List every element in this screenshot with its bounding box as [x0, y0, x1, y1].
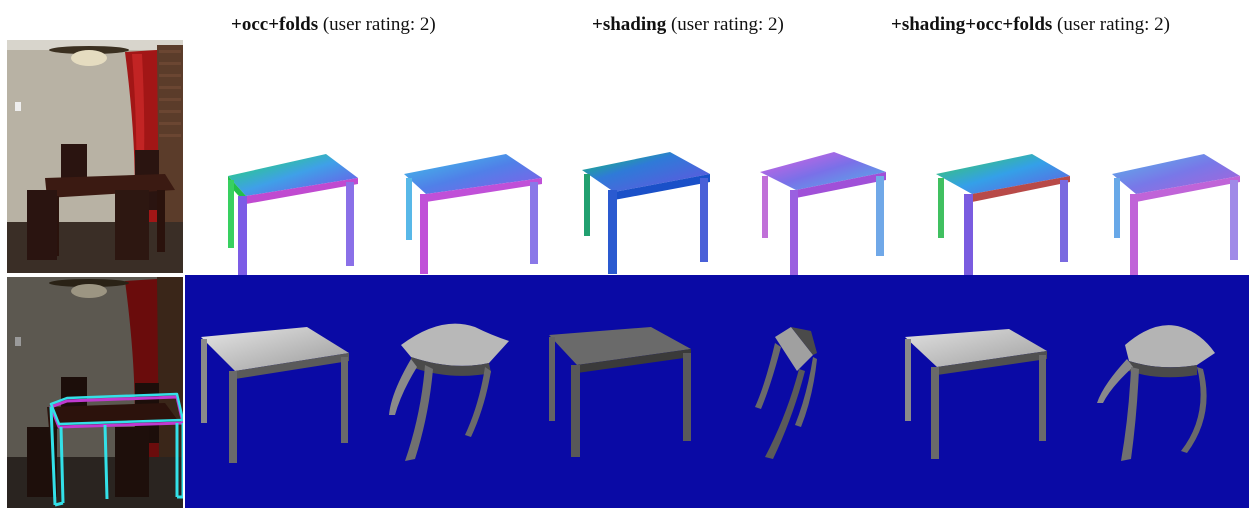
- normal-map-table-render-icon: [582, 152, 710, 274]
- shaded-table-render-icon: [1097, 325, 1215, 461]
- column-caption-shading: +shading (user rating: 2): [592, 14, 784, 36]
- normal-map-table-render-icon: [404, 154, 542, 274]
- shaded-table-render-icon: [755, 327, 817, 459]
- column-caption-occ-folds: +occ+folds (user rating: 2): [231, 14, 436, 36]
- room-photo-outlined-icon: [7, 277, 183, 508]
- shaded-table-render-icon: [389, 323, 509, 461]
- shaded-render-panel: [185, 275, 1249, 508]
- normal-map-table-render-icon: [1112, 154, 1240, 276]
- normal-map-table-render-icon: [936, 154, 1070, 276]
- shaded-table-render-icon: [905, 329, 1047, 459]
- user-rating: (user rating: 2): [318, 14, 436, 35]
- normal-map-table-render-icon: [228, 154, 358, 276]
- method-name: +shading: [592, 14, 667, 35]
- shaded-table-render-icon: [549, 327, 691, 457]
- user-rating: (user rating: 2): [1052, 14, 1170, 35]
- room-photo-icon: [7, 40, 183, 273]
- method-name: +occ+folds: [231, 14, 319, 35]
- method-name: +shading+occ+folds: [891, 14, 1053, 35]
- normal-map-table-render-icon: [760, 152, 886, 276]
- user-rating: (user rating: 2): [666, 14, 784, 35]
- column-caption-shading-occ-folds: +shading+occ+folds (user rating: 2): [891, 14, 1170, 36]
- shaded-table-render-icon: [201, 327, 349, 463]
